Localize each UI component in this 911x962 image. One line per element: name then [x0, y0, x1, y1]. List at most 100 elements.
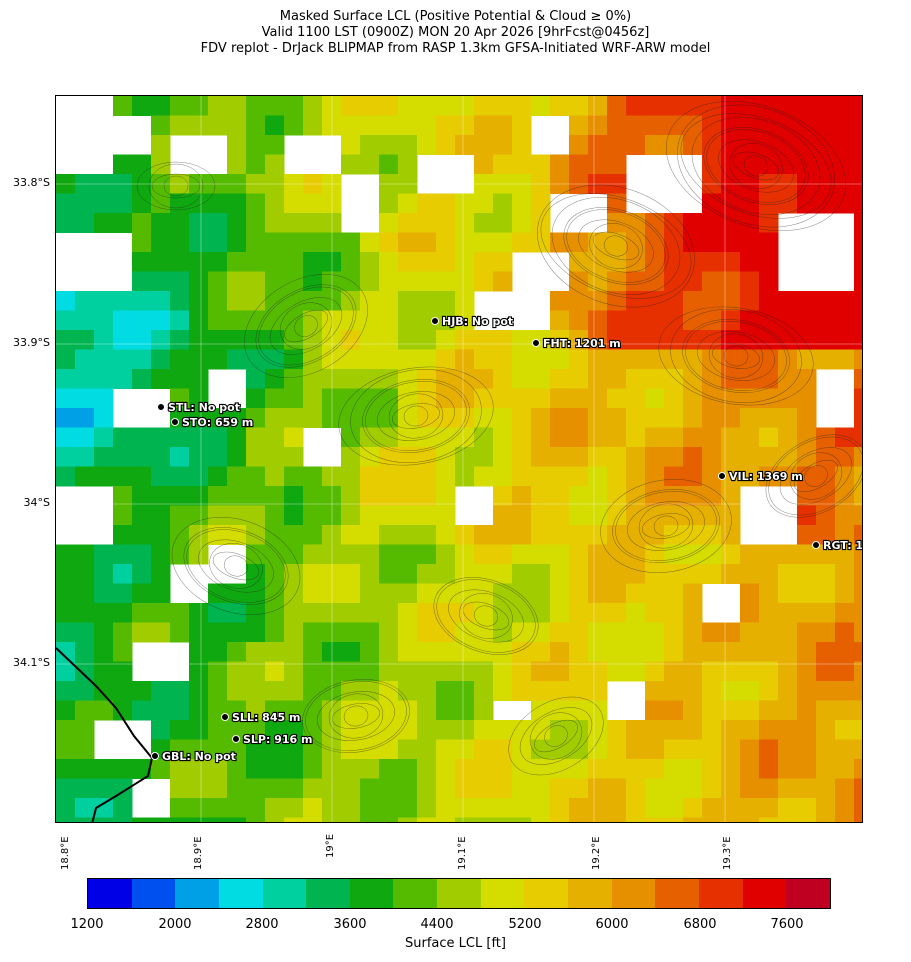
lcl-cell	[550, 330, 570, 350]
lcl-cell	[569, 135, 589, 155]
lcl-cell	[854, 369, 862, 389]
station-marker-stl[interactable]	[157, 403, 165, 411]
lcl-cell	[740, 408, 760, 428]
station-marker-vil[interactable]	[718, 472, 726, 480]
lcl-cell	[531, 739, 551, 760]
lcl-cell	[417, 681, 437, 701]
lcl-cell	[265, 135, 285, 155]
lcl-cell	[455, 466, 475, 487]
contour-line	[544, 725, 568, 747]
contour-line	[551, 196, 681, 296]
contour-line	[136, 161, 216, 211]
lcl-cell	[436, 310, 456, 331]
lcl-cell	[379, 291, 399, 311]
colorbar-segment	[262, 879, 307, 908]
lcl-cell	[189, 486, 209, 506]
lcl-cell	[588, 661, 608, 682]
lcl-cell	[265, 583, 285, 604]
lcl-cell	[797, 154, 817, 175]
contour-line	[665, 101, 847, 231]
lcl-cell	[170, 213, 190, 233]
lcl-cell	[284, 759, 304, 779]
lcl-cell	[493, 174, 513, 194]
lcl-cell	[94, 427, 114, 448]
lcl-cell	[721, 700, 741, 721]
lcl-cell	[569, 369, 589, 389]
station-marker-sto[interactable]	[171, 418, 179, 426]
lcl-cell	[94, 174, 114, 194]
lcl-cell	[626, 817, 646, 822]
lcl-cell	[797, 310, 817, 331]
lcl-cell	[379, 369, 399, 389]
lcl-cell	[417, 330, 437, 350]
lcl-cell	[398, 622, 418, 643]
lcl-cell	[626, 486, 646, 506]
lcl-cell	[189, 174, 209, 194]
lcl-cell	[588, 486, 608, 506]
lcl-cell	[550, 174, 570, 194]
lcl-cell	[607, 564, 627, 584]
lcl-cell	[341, 427, 361, 448]
lcl-cell	[341, 817, 361, 822]
lcl-cell	[683, 544, 703, 565]
lcl-cell	[797, 778, 817, 799]
lcl-cell	[360, 252, 380, 272]
lcl-cell	[721, 408, 741, 428]
lat-tick-34-0: 34°S	[23, 496, 50, 509]
lcl-cell	[607, 408, 627, 428]
lcl-cell	[208, 96, 228, 116]
lcl-cell	[436, 603, 456, 623]
lcl-cell	[645, 330, 665, 350]
lcl-cell	[284, 505, 304, 526]
lcl-cell	[132, 154, 152, 175]
lcl-cell	[360, 583, 380, 604]
lcl-cell	[588, 817, 608, 822]
station-marker-rgt[interactable]	[812, 541, 820, 549]
lcl-cell	[550, 603, 570, 623]
lcl-cell	[759, 252, 779, 272]
lcl-cell	[151, 525, 171, 545]
lcl-cell	[569, 583, 589, 604]
lcl-cell	[227, 817, 247, 822]
lcl-cell	[417, 622, 437, 643]
lcl-cell	[607, 505, 627, 526]
lcl-cell	[645, 427, 665, 448]
lcl-cell	[474, 525, 494, 545]
lcl-cell	[132, 466, 152, 487]
colorbar-segment	[175, 879, 219, 908]
lcl-cell	[588, 603, 608, 623]
lcl-cell	[322, 232, 342, 253]
lcl-cell	[854, 544, 862, 565]
lcl-cell	[360, 681, 380, 701]
lcl-cell	[778, 369, 798, 389]
lcl-cell	[303, 817, 323, 822]
lcl-cell	[759, 544, 779, 565]
lcl-cell	[170, 330, 190, 350]
lcl-cell	[151, 369, 171, 389]
lcl-cell	[588, 622, 608, 643]
lcl-cell	[531, 798, 551, 818]
lcl-cell	[702, 96, 722, 116]
lcl-cell	[436, 369, 456, 389]
lcl-cell	[759, 408, 779, 428]
station-marker-fht[interactable]	[532, 339, 540, 347]
station-marker-sll[interactable]	[221, 713, 229, 721]
lcl-cell	[170, 700, 190, 721]
lcl-cell	[759, 564, 779, 584]
lcl-cell	[854, 252, 862, 272]
lcl-cell	[683, 310, 703, 331]
lcl-cell	[189, 622, 209, 643]
lcl-cell	[246, 349, 266, 370]
lcl-cell	[531, 661, 551, 682]
lcl-cell	[265, 544, 285, 565]
lcl-cell	[569, 564, 589, 584]
lcl-cell	[151, 330, 171, 350]
lcl-cell	[702, 174, 722, 194]
station-marker-gbl[interactable]	[151, 752, 159, 760]
lcl-cell	[94, 642, 114, 662]
lcl-cell	[778, 622, 798, 643]
station-marker-hjb[interactable]	[431, 317, 439, 325]
station-marker-slp[interactable]	[232, 735, 240, 743]
lcl-cell	[531, 96, 551, 116]
map-plot-area[interactable]: HJB: No pot FHT: 1201 m STL: No pot STO: 65…	[55, 95, 863, 823]
